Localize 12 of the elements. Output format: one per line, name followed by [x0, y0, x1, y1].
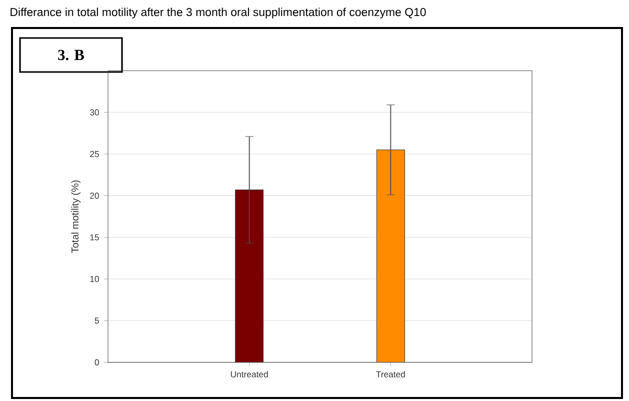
y-tick-label: 20	[90, 192, 99, 199]
y-tick-label: 5	[94, 318, 99, 324]
y-axis-title: Total motility (%)	[71, 180, 80, 253]
y-tick-label: 15	[90, 234, 99, 240]
x-tick-label: Treated	[376, 371, 405, 378]
x-tick-label: Untreated	[230, 371, 268, 378]
y-tick-label: 0	[94, 359, 99, 366]
y-tick-label: 30	[90, 109, 99, 116]
y-tick-label: 25	[90, 150, 99, 158]
text: 3. B	[58, 50, 84, 60]
y-tick-label: 10	[90, 276, 99, 282]
chart-title: Differance in total motility after the 3 month oral supplimentation of coenzyme Q10	[10, 8, 426, 18]
